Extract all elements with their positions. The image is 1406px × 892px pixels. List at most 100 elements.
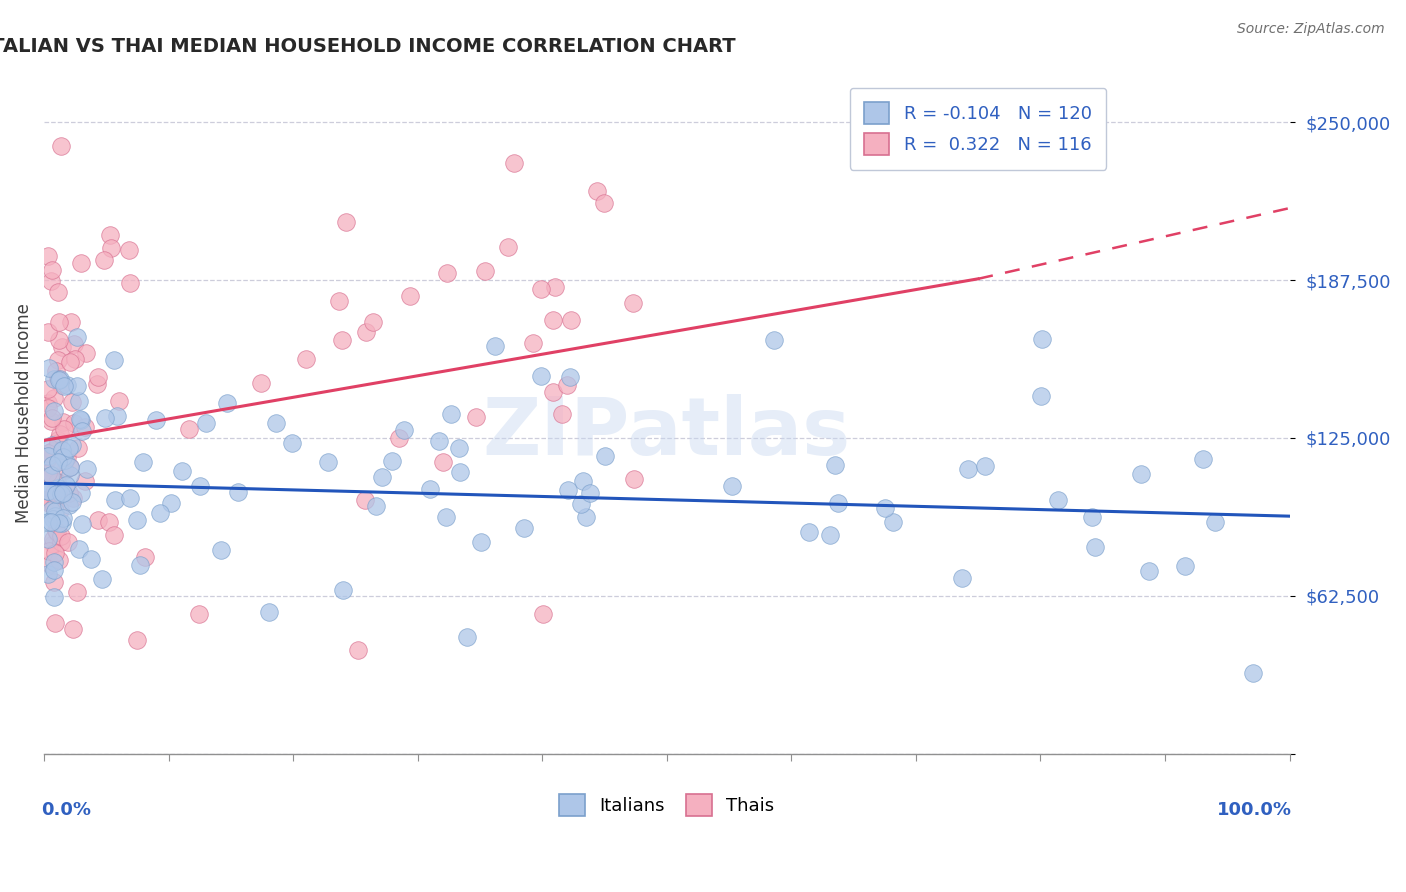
Point [48, 516, 70, 531]
Text: 0.0%: 0.0% [42, 801, 91, 819]
Point [295, 352, 318, 367]
Point [98, 515, 121, 529]
Point [950, 571, 973, 585]
Point [1137, 564, 1160, 578]
Point [42, 532, 65, 546]
Point [1204, 515, 1226, 529]
Point [530, 368, 553, 383]
Point [42, 512, 65, 526]
Point [149, 506, 172, 520]
Point [48, 503, 70, 517]
Y-axis label: Median Household Income: Median Household Income [15, 302, 32, 523]
Point [42, 484, 65, 499]
Point [59, 459, 82, 474]
Point [544, 280, 567, 294]
Point [44, 500, 66, 514]
Point [39, 515, 62, 529]
Point [49, 487, 72, 501]
Point [87, 370, 110, 384]
Point [45, 524, 67, 539]
Point [37, 396, 59, 410]
Point [49, 529, 72, 543]
Point [52, 415, 75, 429]
Point [72, 424, 94, 438]
Point [381, 454, 404, 468]
Point [37, 483, 59, 498]
Point [44, 615, 66, 630]
Point [48, 315, 70, 329]
Point [551, 407, 574, 421]
Point [1083, 540, 1105, 554]
Point [217, 396, 239, 410]
Point [45, 523, 67, 537]
Point [49, 139, 72, 153]
Point [447, 441, 470, 455]
Point [37, 446, 59, 460]
Point [1031, 332, 1053, 346]
Point [1192, 452, 1215, 467]
Point [118, 491, 141, 505]
Point [53, 463, 76, 477]
Point [335, 214, 357, 228]
Point [58, 459, 80, 474]
Point [134, 549, 156, 564]
Point [60, 395, 83, 409]
Point [100, 241, 122, 255]
Point [37, 492, 59, 507]
Point [503, 155, 526, 169]
Point [882, 515, 904, 529]
Point [63, 337, 86, 351]
Point [250, 376, 273, 391]
Point [37, 532, 59, 546]
Point [76, 462, 98, 476]
Point [38, 360, 60, 375]
Point [48, 552, 70, 566]
Point [39, 558, 62, 572]
Point [58, 498, 80, 512]
Point [721, 479, 744, 493]
Point [484, 339, 506, 353]
Point [87, 513, 110, 527]
Point [41, 274, 63, 288]
Point [456, 631, 478, 645]
Point [65, 352, 87, 367]
Point [330, 333, 353, 347]
Point [569, 497, 592, 511]
Point [522, 335, 544, 350]
Point [593, 449, 616, 463]
Point [762, 334, 785, 348]
Point [419, 482, 441, 496]
Point [48, 427, 70, 442]
Point [1130, 467, 1153, 482]
Point [1241, 665, 1264, 680]
Point [94, 411, 117, 425]
Point [38, 544, 60, 558]
Point [104, 492, 127, 507]
Point [75, 346, 97, 360]
Point [46, 285, 69, 300]
Point [45, 524, 67, 538]
Text: Source: ZipAtlas.com: Source: ZipAtlas.com [1237, 22, 1385, 37]
Text: ZIPatlas: ZIPatlas [482, 394, 851, 472]
Point [118, 243, 141, 257]
Point [432, 454, 454, 468]
Point [125, 513, 148, 527]
Point [55, 450, 77, 464]
Point [127, 632, 149, 647]
Point [586, 184, 609, 198]
Point [46, 372, 69, 386]
Point [37, 566, 59, 581]
Legend: Italians, Thais: Italians, Thais [553, 787, 782, 823]
Point [62, 491, 84, 505]
Point [93, 253, 115, 268]
Point [37, 450, 59, 464]
Point [328, 294, 350, 309]
Point [53, 422, 76, 436]
Point [188, 479, 211, 493]
Point [575, 510, 598, 524]
Point [449, 465, 471, 479]
Point [388, 431, 411, 445]
Point [194, 416, 217, 430]
Point [170, 464, 193, 478]
Point [41, 410, 63, 425]
